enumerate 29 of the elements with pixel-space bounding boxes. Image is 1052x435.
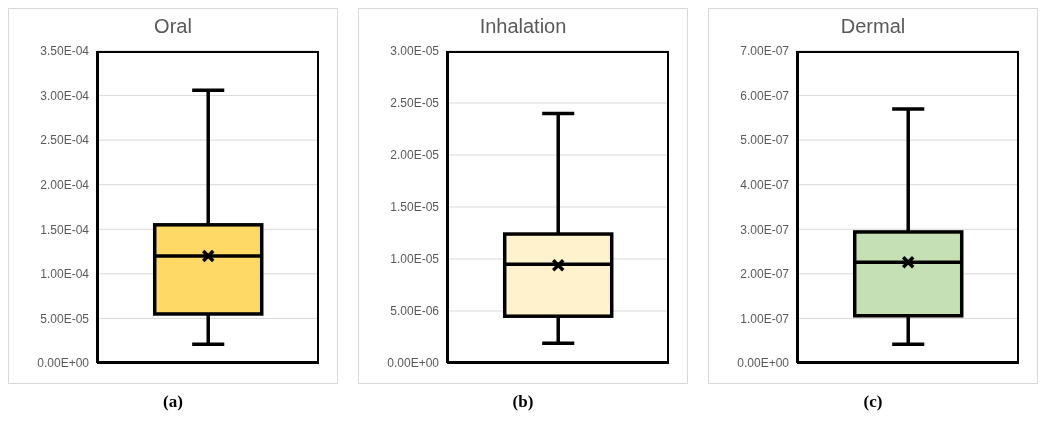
- y-tick-label: 0.00E+00: [37, 356, 90, 371]
- y-tick-label: 3.00E-05: [390, 44, 440, 59]
- y-tick-label: 1.00E-04: [40, 267, 90, 282]
- y-tick-label: 1.00E-07: [740, 311, 790, 326]
- y-tick-label: 0.00E+00: [387, 356, 440, 371]
- text: (a): [162, 392, 184, 412]
- y-tick-label: 5.00E-05: [40, 311, 90, 326]
- y-tick-label: 6.00E-07: [740, 88, 790, 103]
- chart-title: Oral: [153, 15, 193, 39]
- y-tick-label: 1.50E-05: [390, 200, 440, 215]
- y-tick-label: 2.50E-04: [40, 133, 90, 148]
- y-tick-label: 2.50E-05: [390, 96, 440, 111]
- y-tick-label: 5.00E-07: [740, 133, 790, 148]
- y-tick-label: 3.00E-04: [40, 88, 90, 103]
- y-tick-label: 2.00E-05: [390, 148, 440, 163]
- y-tick-label: 2.00E-04: [40, 177, 90, 192]
- y-tick-label: 7.00E-07: [740, 44, 790, 59]
- y-tick-label: 2.00E-07: [740, 267, 790, 282]
- y-tick-label: 3.50E-04: [40, 44, 90, 59]
- text: (b): [511, 392, 535, 412]
- y-tick-label: 0.00E+00: [737, 356, 790, 371]
- text: (c): [862, 392, 884, 412]
- y-tick-label: 1.00E-05: [390, 252, 440, 267]
- y-tick-label: 1.50E-04: [40, 222, 90, 237]
- y-tick-label: 3.00E-07: [740, 222, 790, 237]
- chart-title: Inhalation: [478, 15, 568, 39]
- chart-title: Dermal: [839, 15, 907, 39]
- y-tick-label: 4.00E-07: [740, 177, 790, 192]
- y-tick-label: 5.00E-06: [390, 304, 440, 319]
